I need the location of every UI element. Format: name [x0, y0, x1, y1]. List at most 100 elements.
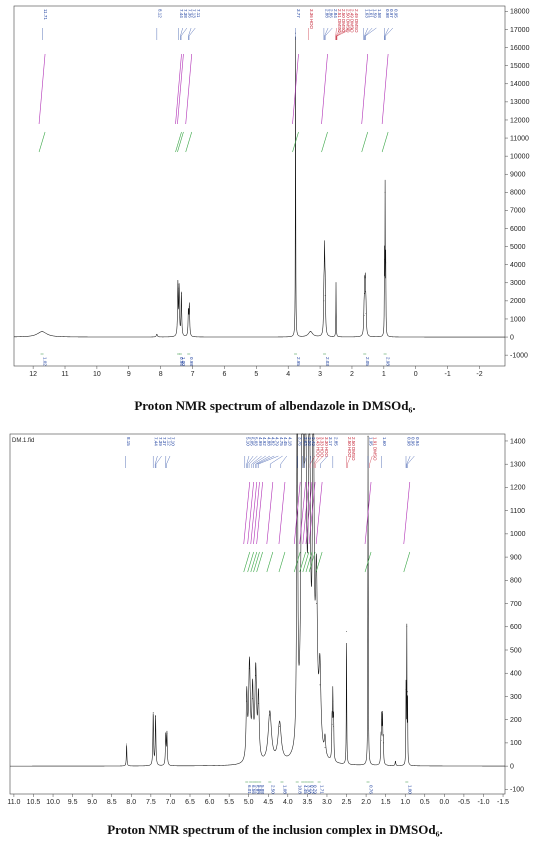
integral-curve-alt	[315, 551, 323, 573]
peak-label-leader	[313, 455, 320, 465]
integration-label: 1.00	[181, 357, 186, 366]
y-tick-label: 9000	[510, 172, 526, 179]
x-tick-label: -1	[444, 371, 450, 378]
peak-label-leader	[256, 455, 275, 465]
peak-label: 2.50 DMSO	[351, 437, 356, 461]
integral-curve-alt	[302, 551, 310, 573]
integral-curve	[308, 481, 316, 545]
integral-curve	[361, 53, 369, 125]
peak-point	[255, 675, 257, 676]
peak-label-leader	[365, 27, 377, 37]
integral-curve-alt	[299, 551, 306, 573]
peak-point	[407, 691, 408, 693]
integral-curve-alt	[361, 131, 369, 153]
integral-curve	[321, 53, 328, 125]
peak-point	[324, 747, 326, 748]
peak-label: 5.05	[249, 437, 254, 446]
integral-curve	[315, 481, 323, 545]
peak-label: 1.59	[373, 9, 378, 18]
integration-label: 1.00	[407, 785, 412, 794]
x-tick-label: 1	[382, 371, 386, 378]
y-tick-label: 800	[510, 578, 522, 585]
x-tick-label: 8.0	[126, 799, 136, 806]
nmr-spectrum-albendazole: -1000 0 1000 2000 3000 4000 5000 6000 7000 8000 90…	[0, 0, 550, 378]
peak-label: 3.63	[303, 437, 308, 446]
spectrum-trace	[10, 433, 505, 767]
peak-label-leader	[166, 455, 171, 465]
peak-label: 4.92	[262, 437, 267, 446]
integration-label: 5.88	[260, 785, 265, 794]
peak-label: 4.82	[270, 437, 275, 446]
integral-curve-alt	[250, 551, 258, 573]
y-tick-label: 12000	[510, 117, 530, 124]
integral-curve	[292, 53, 299, 125]
peak-label: 2.51 DMSO	[337, 9, 342, 33]
x-tick-label: 2.5	[342, 799, 352, 806]
peak-label: 4.79	[275, 437, 280, 446]
peak-point	[405, 689, 407, 690]
x-tick-label: 10.0	[46, 799, 60, 806]
integral-curve-alt	[321, 131, 328, 153]
peak-point	[269, 714, 271, 716]
peak-label: 2.85	[333, 437, 338, 446]
peak-point	[249, 668, 250, 669]
peak-point	[252, 698, 254, 700]
y-tick-label: 6000	[510, 226, 526, 233]
y-tick-label: 900	[510, 554, 522, 561]
x-tick-label: 10	[93, 371, 101, 378]
integration-label: 6.01	[247, 785, 252, 794]
integral-curve	[247, 481, 254, 545]
peak-label-leader	[180, 27, 188, 37]
x-tick-label: 3	[318, 371, 322, 378]
peak-label: 3.76	[298, 437, 303, 446]
integral-curve	[403, 481, 411, 545]
y-tick-label: 3000	[510, 280, 526, 287]
integration-label: 2.50	[270, 785, 275, 794]
y-tick-label: 11000	[510, 135, 529, 142]
peak-label-leader	[347, 455, 351, 465]
integral-curve-alt	[256, 551, 263, 573]
peak-point	[406, 626, 408, 628]
x-tick-label: 11.0	[7, 799, 20, 806]
peak-label-leader	[309, 455, 311, 465]
integral-curve	[381, 53, 389, 125]
x-tick-label: 11	[61, 371, 68, 378]
x-tick-label: 3.5	[303, 799, 313, 806]
integral-curve	[266, 481, 274, 545]
x-tick-label: -1.0	[477, 799, 489, 806]
peak-label: 1.95	[369, 437, 374, 446]
peak-point	[365, 313, 367, 314]
y-tick-label: 700	[510, 601, 522, 608]
peak-point	[346, 631, 347, 632]
integral-curve-alt	[185, 131, 193, 153]
y-tick-label: 7000	[510, 208, 526, 215]
x-tick-label: -2	[476, 371, 482, 378]
peak-point	[381, 719, 383, 721]
y-tick-label: 0	[510, 763, 514, 770]
peak-point	[323, 300, 325, 302]
integral-curve	[38, 53, 46, 125]
y-tick-label: 10000	[510, 153, 530, 160]
integral-curve-alt	[38, 131, 46, 153]
x-tick-label: 5	[254, 371, 258, 378]
peak-label: 0.96	[411, 437, 416, 446]
integral-curve	[278, 481, 286, 545]
integral-curve	[364, 481, 372, 545]
peak-point	[279, 726, 281, 728]
y-tick-label: 1200	[510, 485, 526, 492]
peak-label: 1.63	[364, 9, 369, 18]
y-tick-label: 300	[510, 694, 522, 701]
caption-albendazole: Proton NMR spectrum of albendazole in DM…	[134, 398, 416, 413]
peak-label: 3.77	[296, 9, 301, 18]
x-tick-label: 2	[350, 371, 354, 378]
peak-label: 5.03	[254, 437, 259, 446]
y-tick-label: 1300	[510, 461, 526, 468]
x-tick-label: 0.0	[439, 799, 449, 806]
integration-label: 0.98	[189, 357, 194, 366]
peak-label: 2.50 DMSO	[345, 9, 350, 33]
peak-point	[165, 735, 167, 737]
x-tick-label: 4.0	[283, 799, 293, 806]
y-tick-label: 400	[510, 671, 522, 678]
peak-label: 2.50 DMSO	[341, 9, 346, 33]
x-tick-label: 9.0	[87, 799, 97, 806]
